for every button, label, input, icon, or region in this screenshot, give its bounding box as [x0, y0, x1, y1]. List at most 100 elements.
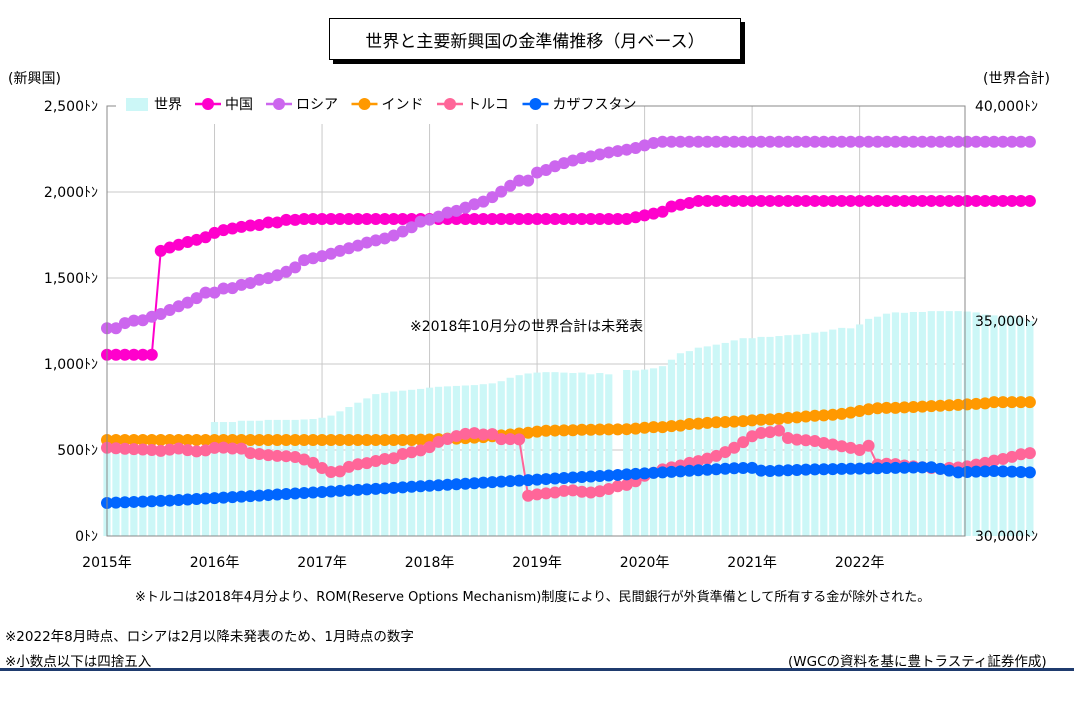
data-point	[593, 485, 606, 498]
data-point	[557, 424, 570, 437]
data-point	[181, 296, 194, 309]
world-bar	[184, 450, 192, 536]
world-bar	[1017, 317, 1025, 536]
data-point	[889, 461, 902, 474]
data-point	[728, 135, 741, 148]
data-point	[271, 449, 284, 462]
x-tick-label: 2016年	[190, 555, 240, 571]
world-bar	[578, 372, 586, 536]
data-point	[988, 194, 1001, 207]
data-point	[405, 480, 418, 493]
data-point	[513, 474, 526, 487]
data-point	[316, 213, 329, 226]
data-point	[988, 454, 1001, 467]
data-point	[127, 348, 140, 361]
data-point	[602, 213, 615, 226]
data-point	[208, 286, 221, 299]
data-point	[307, 486, 320, 499]
data-point	[396, 447, 409, 460]
data-point	[710, 463, 723, 476]
world-bar	[175, 450, 183, 536]
world-bar	[829, 329, 837, 536]
legend-label: 世界	[154, 97, 182, 113]
world-bar	[605, 374, 613, 536]
data-point	[970, 465, 983, 478]
data-point	[226, 222, 239, 235]
data-point	[369, 234, 382, 247]
data-point	[504, 213, 517, 226]
data-point	[611, 480, 624, 493]
data-point	[799, 194, 812, 207]
data-point	[871, 402, 884, 415]
data-point	[656, 466, 669, 479]
data-point	[504, 179, 517, 192]
data-point	[844, 441, 857, 454]
data-point	[943, 135, 956, 148]
data-point	[226, 442, 239, 455]
data-point	[746, 135, 759, 148]
data-point	[799, 463, 812, 476]
data-point	[773, 412, 785, 425]
legend-marker	[273, 98, 285, 110]
data-point	[1005, 194, 1018, 207]
data-point	[737, 135, 750, 148]
data-point	[961, 466, 974, 479]
data-point	[414, 433, 427, 446]
data-point	[808, 435, 821, 448]
data-point	[638, 467, 651, 480]
data-point	[674, 419, 687, 432]
data-point	[674, 135, 687, 148]
data-point	[333, 465, 346, 478]
legend: 世界 中国 ロシア インド トルコ カザフスタン	[116, 84, 637, 124]
world-bar	[972, 312, 980, 536]
data-point	[826, 463, 839, 476]
data-point	[235, 490, 248, 503]
data-point	[199, 231, 212, 244]
data-point	[889, 194, 902, 207]
data-point	[898, 461, 911, 474]
data-point	[450, 430, 463, 443]
data-point	[692, 417, 705, 430]
data-point	[549, 424, 561, 437]
data-point	[190, 434, 203, 447]
data-point	[611, 423, 624, 436]
legend-label: インド	[382, 97, 424, 113]
data-point	[862, 403, 875, 416]
x-tick-label: 2022年	[835, 555, 885, 571]
data-point	[199, 434, 212, 447]
world-bar	[148, 450, 156, 536]
data-point	[360, 434, 373, 447]
data-point	[468, 427, 481, 440]
world-bar	[282, 419, 290, 536]
data-point	[853, 194, 866, 207]
data-point	[961, 398, 974, 411]
data-point	[486, 191, 499, 204]
data-point	[280, 213, 293, 226]
data-point	[620, 468, 633, 481]
data-point	[136, 434, 149, 447]
data-point	[486, 213, 499, 226]
data-point	[656, 135, 669, 148]
data-point	[826, 135, 839, 148]
data-point	[952, 466, 965, 479]
left-tick-label: 2,500ﾄﾝ	[44, 99, 98, 115]
data-point	[387, 452, 400, 465]
data-point	[333, 434, 346, 447]
data-point	[988, 396, 1001, 409]
world-bar	[873, 316, 882, 536]
data-point	[755, 194, 768, 207]
data-point	[190, 493, 203, 506]
data-point	[262, 216, 275, 229]
data-point	[396, 225, 409, 238]
data-point	[226, 491, 239, 504]
world-bar	[1008, 315, 1016, 536]
data-point	[360, 457, 373, 470]
data-point	[172, 442, 185, 455]
data-point	[611, 213, 624, 226]
data-point	[280, 265, 293, 278]
data-point	[414, 215, 427, 228]
data-point	[378, 213, 391, 226]
data-point	[575, 485, 588, 498]
source-note: (WGCの資料を基に豊トラスティ証券作成)	[788, 654, 1047, 670]
world-bar	[506, 377, 514, 536]
